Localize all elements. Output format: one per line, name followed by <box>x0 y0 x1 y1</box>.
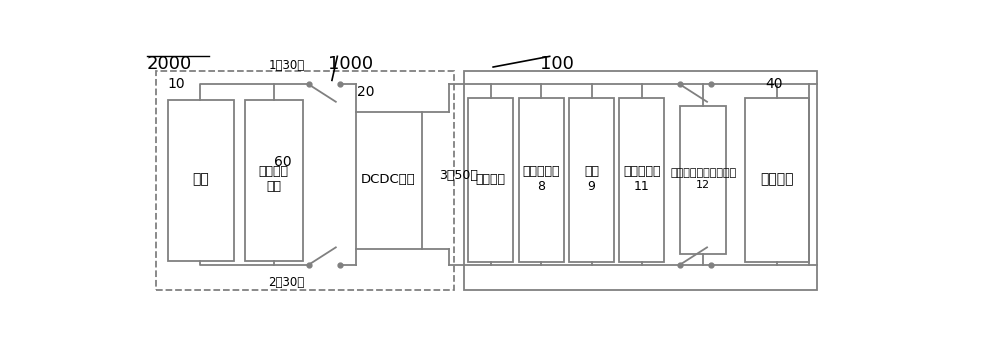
FancyBboxPatch shape <box>168 100 234 261</box>
Text: 20: 20 <box>358 85 375 99</box>
Text: 1（30）: 1（30） <box>268 59 305 73</box>
Text: 冷却水泵: 冷却水泵 <box>476 173 506 186</box>
FancyBboxPatch shape <box>680 106 726 254</box>
Text: 动力电池维统检测模块
12: 动力电池维统检测模块 12 <box>670 168 736 190</box>
Text: 动力电池: 动力电池 <box>760 172 794 186</box>
FancyBboxPatch shape <box>519 98 564 262</box>
Text: 绝缘检测
模块: 绝缘检测 模块 <box>259 165 289 193</box>
Text: 1000: 1000 <box>328 55 373 73</box>
Text: DCDC模块: DCDC模块 <box>361 173 416 186</box>
Text: 100: 100 <box>540 55 574 73</box>
Text: 电堆: 电堆 <box>192 172 209 186</box>
FancyBboxPatch shape <box>464 71 817 290</box>
FancyBboxPatch shape <box>356 112 422 249</box>
FancyBboxPatch shape <box>245 100 303 261</box>
Text: 2（30）: 2（30） <box>268 276 305 289</box>
Text: 3（50）: 3（50） <box>439 169 478 182</box>
Text: 空气压缩机
8: 空气压缩机 8 <box>522 165 560 193</box>
FancyBboxPatch shape <box>569 98 614 262</box>
FancyBboxPatch shape <box>468 98 513 262</box>
Text: 电桥
9: 电桥 9 <box>584 165 599 193</box>
Text: 2000: 2000 <box>147 55 192 73</box>
Text: 60: 60 <box>274 154 291 169</box>
Text: 10: 10 <box>168 77 185 91</box>
Text: 空调压缩机
11: 空调压缩机 11 <box>623 165 661 193</box>
FancyBboxPatch shape <box>619 98 664 262</box>
Text: 40: 40 <box>765 77 783 91</box>
FancyBboxPatch shape <box>745 98 809 262</box>
